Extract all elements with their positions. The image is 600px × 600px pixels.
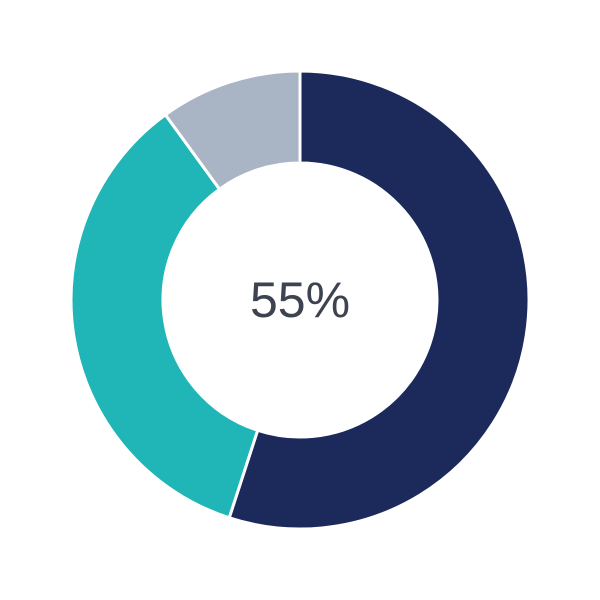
- donut-slice-2: [163, 69, 302, 192]
- donut-slice-1: [69, 112, 260, 520]
- donut-slice-0: [227, 69, 531, 531]
